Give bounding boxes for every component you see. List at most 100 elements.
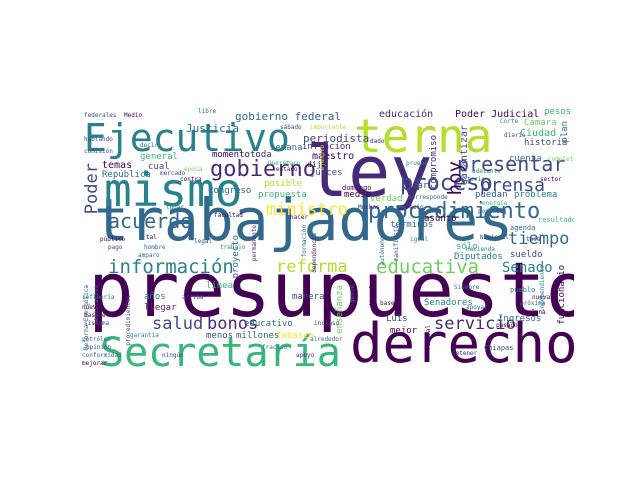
cloud-word-decir: decir <box>140 142 159 149</box>
cloud-word-medio-2: Medio <box>124 112 143 119</box>
cloud-word-camara: Cámara <box>524 118 557 128</box>
cloud-word-maestro: maestro <box>312 151 355 162</box>
cloud-word-manifiesto: manifiesto <box>393 225 400 262</box>
cloud-word-epoca: época <box>184 166 203 173</box>
cloud-word-comision: comisión <box>84 148 113 155</box>
cloud-word-prueba: prueba <box>406 160 428 167</box>
cloud-word-energia: energía <box>482 200 508 207</box>
cloud-word-dar: dar <box>412 181 429 191</box>
cloud-word-federales: federales <box>84 112 117 119</box>
cloud-word-nuevo: nuevo <box>82 304 101 311</box>
cloud-word-propuesta: propuesta <box>258 190 307 200</box>
cloud-word-servicio: servicio <box>434 314 516 334</box>
cloud-word-domingo: domingo <box>342 184 372 192</box>
cloud-word-sueldo: sueldo <box>510 250 543 260</box>
cloud-word-plan: plan <box>560 121 570 143</box>
cloud-word-presupuesto: presupuesto <box>88 245 574 334</box>
cloud-word-puedan: puedan <box>475 190 508 200</box>
cloud-word-toda: toda <box>250 150 272 160</box>
cloud-word-reforma: reforma <box>276 257 348 277</box>
cloud-word-ejecutivo: Ejecutivo <box>84 116 290 160</box>
cloud-word-mejor: mejor <box>390 326 418 336</box>
cloud-word-senadores: Senadores <box>424 298 473 308</box>
cloud-word-petroleo: petróleo <box>82 336 111 343</box>
cloud-word-jueces: jueces <box>310 168 343 178</box>
cloud-word-contra: contra <box>180 176 202 183</box>
cloud-word-millones: millones <box>236 331 280 341</box>
cloud-word-terminos: términos <box>390 220 434 230</box>
cloud-word-secretaria: Secretaría <box>100 330 341 375</box>
cloud-word-fiscal: fiscal <box>369 285 376 307</box>
cloud-word-ingresos: Ingresos <box>498 314 542 324</box>
cloud-word-asunto: asunto <box>424 214 457 224</box>
cloud-word-manana: mañana <box>524 309 546 316</box>
cloud-word-apoyo: apoyo <box>296 352 315 359</box>
cloud-word-procedimientos: procedimientos <box>125 295 132 346</box>
cloud-word-pago: pago <box>108 244 123 251</box>
cloud-word-lugar: lugar <box>166 204 185 211</box>
cloud-word-educativa: educativa <box>376 256 479 278</box>
cloud-word-apoyar: apoyar <box>466 304 488 311</box>
cloud-word-refineria: refinería <box>82 294 115 301</box>
cloud-word-inflacion: inflación <box>302 142 351 152</box>
cloud-word-hacienda: Hacienda <box>466 246 495 253</box>
cloud-word-resultado: resultado <box>538 216 574 224</box>
cloud-word-ley: ley <box>306 131 433 213</box>
cloud-word-ciudad: Ciudad <box>520 128 557 139</box>
cloud-word-basurero: basurero <box>84 312 113 319</box>
cloud-word-derecho: derecho <box>350 312 574 375</box>
cloud-word-luis: Luis <box>386 314 408 324</box>
cloud-word-pesos: pesos <box>544 107 572 117</box>
cloud-word-opinion: opinión <box>86 344 112 351</box>
cloud-word-trabajadores: trabajadores <box>94 186 514 254</box>
cloud-word-amparo: amparo <box>138 252 160 259</box>
cloud-word-llegar: llegar <box>144 303 177 313</box>
cloud-word-ningun: ningún <box>162 352 184 359</box>
cloud-word-poder: Poder <box>82 163 102 215</box>
cloud-word-mejorar: mejorar <box>82 360 108 367</box>
cloud-word-procedimiento: procedimiento <box>368 199 541 224</box>
cloud-word-precio: precio <box>402 204 424 211</box>
cloud-word-agenda: agenda <box>510 224 536 232</box>
cloud-word-cuenta: cuenta <box>509 154 542 164</box>
cloud-word-diputados: Diputados <box>454 252 503 262</box>
cloud-word-hacer: hacer <box>290 214 309 221</box>
cloud-word-dado: dado <box>370 138 385 145</box>
cloud-word-criterio: criterio <box>456 176 485 183</box>
cloud-word-ejemplo: ejemplo <box>319 145 326 171</box>
word-cloud: presupuesto trabajadores ley derecho mis… <box>80 105 574 375</box>
cloud-word-senado: Senado <box>502 260 553 276</box>
cloud-word-corte: Corte <box>500 118 519 125</box>
cloud-word-anos: años <box>144 292 166 302</box>
cloud-word-arriba: arriba <box>182 294 204 301</box>
cloud-word-autonomos: autónomos <box>379 233 386 266</box>
cloud-word-gobierno: gobierno <box>210 157 316 182</box>
cloud-word-republica: República <box>102 170 151 180</box>
cloud-word-cual: cual <box>148 162 170 172</box>
cloud-word-mismo: mismo <box>104 163 243 217</box>
cloud-word-periodista: periodista <box>303 132 370 145</box>
cloud-word-importante: importante <box>310 124 347 131</box>
cloud-word-legal: legal <box>194 238 213 245</box>
cloud-word-presentar: presentar <box>457 152 566 176</box>
cloud-word-educativo: educativo <box>244 319 293 329</box>
cloud-word-detener: detener <box>452 350 478 357</box>
cloud-word-poderes: poderes <box>478 208 504 215</box>
cloud-word-tiempo: tiempo <box>508 229 570 249</box>
cloud-word-linea: línea <box>206 281 234 291</box>
cloud-word-funcionario: funcionario <box>557 265 567 325</box>
cloud-word-adelante: adelante <box>472 168 501 175</box>
cloud-word-prensa: prensa <box>480 175 546 196</box>
cloud-word-formacion: formación <box>301 225 308 258</box>
cloud-word-congreso: Congreso <box>208 186 252 196</box>
cloud-word-hombre: hombre <box>144 244 166 251</box>
cloud-word-mercado: mercado <box>160 170 186 177</box>
cloud-word-fracaso: fracaso <box>262 344 288 351</box>
cloud-word-terna: terna <box>354 109 493 163</box>
cloud-word-queretaro: Querétaro <box>268 160 301 167</box>
cloud-word-nueva: nueva <box>532 294 551 301</box>
cloud-word-verdad: verdad <box>370 194 403 204</box>
cloud-word-gobierno-federal: gobierno federal <box>235 110 341 123</box>
cloud-word-momento: momento <box>212 150 250 160</box>
cloud-word-publico: público <box>100 236 126 243</box>
